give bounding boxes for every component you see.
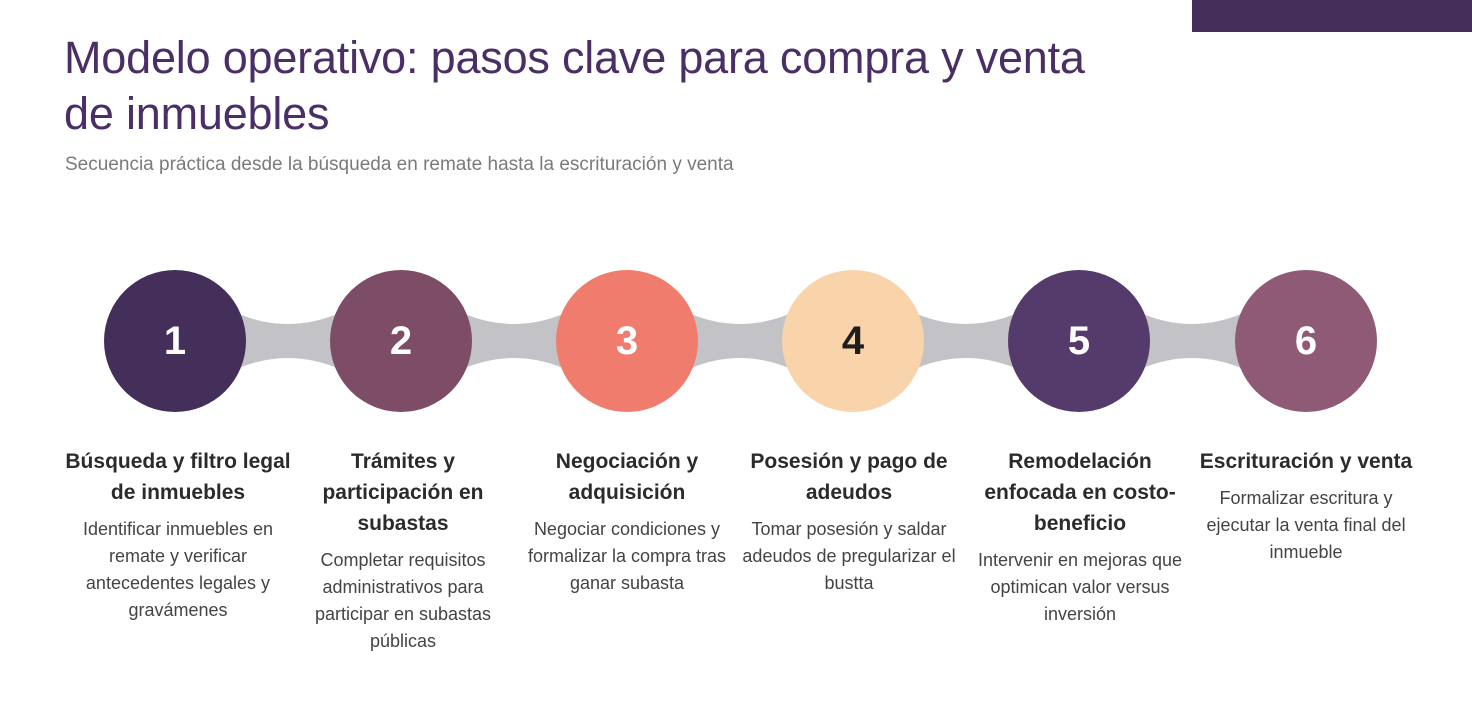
step-5-circle: 5 xyxy=(1008,270,1150,412)
connector-4-5 xyxy=(908,310,1024,372)
step-5-number: 5 xyxy=(1067,318,1091,363)
connector-2-3 xyxy=(456,310,572,372)
step-1-text: Búsqueda y filtro legal de inmuebles Ide… xyxy=(63,446,293,624)
page-subtitle: Secuencia práctica desde la búsqueda en … xyxy=(65,154,734,175)
step-4-number: 4 xyxy=(841,318,865,363)
step-3-description: Negociar condiciones y formalizar la com… xyxy=(527,519,727,593)
step-2-title: Trámites y participación en subastas xyxy=(322,450,484,535)
step-2-circle: 2 xyxy=(330,270,472,412)
step-6-circle: 6 xyxy=(1235,270,1377,412)
page-title: Modelo operativo: pasos clave para compr… xyxy=(64,32,1085,139)
step-1-title: Búsqueda y filtro legal de inmuebles xyxy=(65,450,291,504)
step-5-title: Remodelación enfocada en costo-beneficio xyxy=(984,450,1176,535)
step-2-number: 2 xyxy=(389,318,413,363)
step-2-text: Trámites y participación en subastas Com… xyxy=(288,446,518,655)
step-1-description: Identificar inmuebles en remate y verifi… xyxy=(82,519,274,620)
connector-5-6 xyxy=(1134,310,1250,372)
step-4-description: Tomar posesión y saldar adeudos de pregu… xyxy=(742,519,956,593)
corner-accent-bar xyxy=(1192,0,1472,32)
step-3-text: Negociación y adquisición Negociar condi… xyxy=(512,446,742,597)
connector-3-4 xyxy=(682,310,798,372)
step-1-circle: 1 xyxy=(104,270,246,412)
step-6-description: Formalizar escritura y ejecutar la venta… xyxy=(1206,488,1406,562)
step-4-text: Posesión y pago de adeudos Tomar posesió… xyxy=(734,446,964,597)
step-3-number: 3 xyxy=(615,318,639,363)
step-5-text: Remodelación enfocada en costo-beneficio… xyxy=(965,446,1195,628)
step-3-circle: 3 xyxy=(556,270,698,412)
step-4-title: Posesión y pago de adeudos xyxy=(750,450,948,504)
step-5-description: Intervenir en mejoras que optimican valo… xyxy=(977,550,1183,624)
step-6-title: Escrituración y venta xyxy=(1199,450,1413,473)
step-2-description: Completar requisitos administrativos par… xyxy=(314,550,492,651)
step-1-number: 1 xyxy=(163,318,187,363)
connector-1-2 xyxy=(230,310,346,372)
step-6-number: 6 xyxy=(1294,318,1318,363)
step-4-circle: 4 xyxy=(782,270,924,412)
step-3-title: Negociación y adquisición xyxy=(555,450,699,504)
step-6-text: Escrituración y venta Formalizar escritu… xyxy=(1191,446,1421,566)
